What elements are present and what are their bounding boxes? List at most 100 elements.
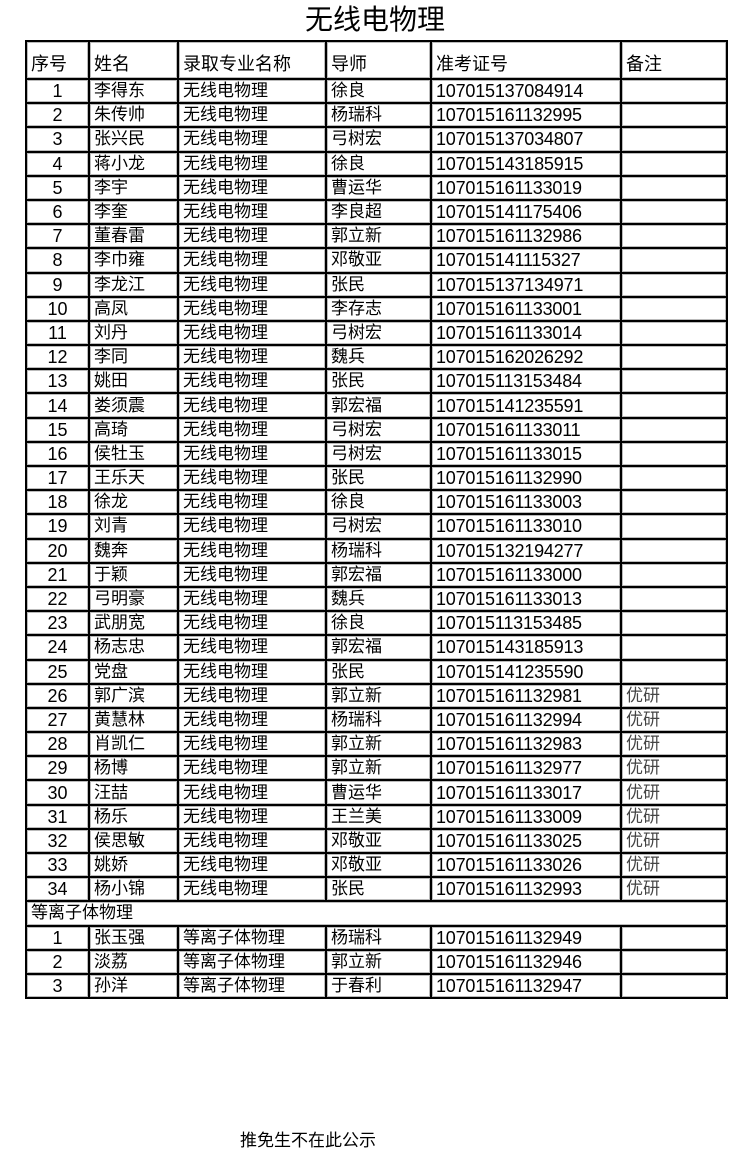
section-label: 等离子体物理 [25, 900, 728, 927]
cell-advisor: 李良超 [325, 198, 432, 226]
cell-name: 李巾雍 [88, 247, 179, 274]
cell-major: 无线电物理 [177, 174, 327, 201]
cell-advisor: 曹运华 [325, 779, 432, 806]
table-row: 1 李得东 无线电物理 徐良 107015137084914 [25, 77, 728, 105]
cell-exam-id: 107015141115327 [430, 247, 622, 274]
cell-index: 23 [25, 610, 90, 637]
cell-note [620, 585, 728, 613]
cell-note [620, 344, 728, 371]
cell-advisor: 张民 [325, 658, 432, 685]
cell-name: 杨志忠 [88, 634, 179, 661]
table-row: 8 李巾雍 无线电物理 邓敬亚 107015141115327 [25, 247, 728, 274]
cell-exam-id: 107015137134971 [430, 271, 622, 298]
cell-note [620, 150, 728, 177]
cell-major: 无线电物理 [177, 803, 327, 830]
table-row: 20 魏奔 无线电物理 杨瑞科 107015132194277 [25, 537, 728, 564]
cell-name: 姚娇 [88, 851, 179, 879]
cell-index: 8 [25, 247, 90, 274]
table-row: 6 李奎 无线电物理 李良超 107015141175406 [25, 198, 728, 226]
cell-index: 4 [25, 150, 90, 177]
table-row: 33 姚娇 无线电物理 邓敬亚 107015161133026 优研 [25, 851, 728, 879]
cell-major: 无线电物理 [177, 827, 327, 855]
cell-exam-id: 107015161133026 [430, 851, 622, 879]
cell-major: 无线电物理 [177, 561, 327, 588]
cell-note [620, 658, 728, 685]
cell-index: 32 [25, 827, 90, 855]
cell-exam-id: 107015161133019 [430, 174, 622, 201]
cell-advisor: 徐良 [325, 77, 432, 105]
cell-advisor: 郭立新 [325, 755, 432, 782]
cell-note: 优研 [620, 876, 728, 903]
table-row: 15 高琦 无线电物理 弓树宏 107015161133011 [25, 416, 728, 443]
cell-advisor: 杨瑞科 [325, 706, 432, 734]
cell-exam-id: 107015161132990 [430, 464, 622, 492]
table-row: 5 李宇 无线电物理 曹运华 107015161133019 [25, 174, 728, 201]
cell-note [620, 77, 728, 105]
cell-exam-id: 107015161132977 [430, 755, 622, 782]
cell-note [620, 295, 728, 322]
cell-major: 无线电物理 [177, 779, 327, 806]
cell-major: 无线电物理 [177, 319, 327, 347]
admission-table: 序号 姓名 录取专业名称 导师 准考证号 备注 1 李得东 无线电物理 徐良 10701… [25, 40, 728, 1000]
cell-note: 优研 [620, 682, 728, 709]
table-row: 10 高凤 无线电物理 李存志 107015161133001 [25, 295, 728, 322]
cell-major: 无线电物理 [177, 102, 327, 129]
cell-name: 于颖 [88, 561, 179, 588]
table-row: 2 朱传帅 无线电物理 杨瑞科 107015161132995 [25, 102, 728, 129]
cell-major: 无线电物理 [177, 513, 327, 540]
cell-index: 30 [25, 779, 90, 806]
cell-note [620, 924, 728, 951]
cell-major: 无线电物理 [177, 247, 327, 274]
cell-advisor: 邓敬亚 [325, 827, 432, 855]
cell-exam-id: 107015161133013 [430, 585, 622, 613]
header-major: 录取专业名称 [177, 40, 327, 80]
cell-note [620, 948, 728, 975]
cell-name: 侯思敏 [88, 827, 179, 855]
cell-advisor: 张民 [325, 464, 432, 492]
table-row: 16 侯牡玉 无线电物理 弓树宏 107015161133015 [25, 440, 728, 468]
cell-exam-id: 107015143185915 [430, 150, 622, 177]
cell-major: 无线电物理 [177, 851, 327, 879]
cell-advisor: 弓树宏 [325, 319, 432, 347]
header-row: 序号 姓名 录取专业名称 导师 准考证号 备注 [25, 40, 728, 80]
cell-major: 无线电物理 [177, 126, 327, 153]
table-row: 18 徐龙 无线电物理 徐良 107015161133003 [25, 489, 728, 516]
cell-major: 无线电物理 [177, 634, 327, 661]
cell-index: 16 [25, 440, 90, 468]
cell-index: 19 [25, 513, 90, 540]
cell-advisor: 张民 [325, 271, 432, 298]
cell-major: 无线电物理 [177, 271, 327, 298]
table-row: 12 李同 无线电物理 魏兵 107015162026292 [25, 344, 728, 371]
cell-advisor: 郭立新 [325, 948, 432, 975]
cell-index: 7 [25, 223, 90, 250]
cell-major: 无线电物理 [177, 223, 327, 250]
cell-exam-id: 107015161132983 [430, 731, 622, 758]
table-row: 9 李龙江 无线电物理 张民 107015137134971 [25, 271, 728, 298]
cell-exam-id: 107015161132995 [430, 102, 622, 129]
cell-index: 15 [25, 416, 90, 443]
cell-note [620, 198, 728, 226]
cell-exam-id: 107015161132946 [430, 948, 622, 975]
cell-name: 徐龙 [88, 489, 179, 516]
cell-major: 无线电物理 [177, 682, 327, 709]
cell-index: 26 [25, 682, 90, 709]
cell-name: 高凤 [88, 295, 179, 322]
cell-advisor: 魏兵 [325, 344, 432, 371]
cell-name: 郭广滨 [88, 682, 179, 709]
table-row: 11 刘丹 无线电物理 弓树宏 107015161133014 [25, 319, 728, 347]
cell-exam-id: 107015161133015 [430, 440, 622, 468]
cell-note [620, 561, 728, 588]
cell-exam-id: 107015113153485 [430, 610, 622, 637]
cell-name: 杨小锦 [88, 876, 179, 903]
cell-name: 王乐天 [88, 464, 179, 492]
cell-name: 蒋小龙 [88, 150, 179, 177]
table-row: 24 杨志忠 无线电物理 郭宏福 107015143185913 [25, 634, 728, 661]
cell-note [620, 174, 728, 201]
table-row: 31 杨乐 无线电物理 王兰美 107015161133009 优研 [25, 803, 728, 830]
cell-note: 优研 [620, 706, 728, 734]
cell-major: 无线电物理 [177, 440, 327, 468]
cell-exam-id: 107015161133001 [430, 295, 622, 322]
cell-note [620, 537, 728, 564]
cell-advisor: 徐良 [325, 610, 432, 637]
cell-name: 张兴民 [88, 126, 179, 153]
